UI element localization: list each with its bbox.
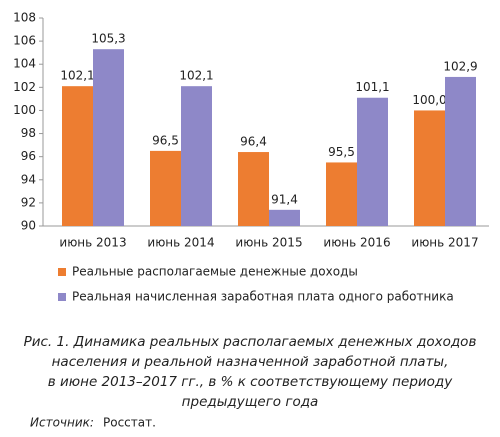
bar xyxy=(414,110,445,226)
bar xyxy=(326,162,357,226)
y-tick-label: 92 xyxy=(21,195,36,209)
source-value: Росстат. xyxy=(103,416,156,430)
value-label: 101,1 xyxy=(355,80,389,94)
caption-line: предыдущего года xyxy=(182,394,319,410)
legend-label: Реальные располагаемые денежные доходы xyxy=(72,265,358,279)
bar xyxy=(269,209,300,226)
y-tick-label: 94 xyxy=(21,172,36,186)
x-tick-label: июнь 2015 xyxy=(235,236,302,250)
bar xyxy=(150,150,181,226)
caption-line: населения и реальной назначенной заработ… xyxy=(52,354,449,370)
value-label: 102,9 xyxy=(443,59,477,73)
y-tick-label: 96 xyxy=(21,149,36,163)
x-tick-label: июнь 2016 xyxy=(323,236,390,250)
caption-line: в июне 2013–2017 гг., в % к соответствую… xyxy=(48,374,454,390)
legend-swatch xyxy=(58,293,66,301)
y-tick-label: 104 xyxy=(13,57,36,71)
legend-swatch xyxy=(58,268,66,276)
x-tick-label: июнь 2014 xyxy=(147,236,214,250)
y-tick-label: 108 xyxy=(13,11,36,25)
bar xyxy=(181,86,212,226)
bar xyxy=(445,76,476,226)
bar xyxy=(93,49,124,227)
y-tick-label: 102 xyxy=(13,80,36,94)
source-label: Источник: xyxy=(30,416,94,430)
x-tick-label: июнь 2017 xyxy=(411,236,478,250)
value-label: 95,5 xyxy=(328,145,355,159)
bar xyxy=(357,97,388,226)
bar xyxy=(238,152,269,226)
value-label: 91,4 xyxy=(271,192,298,206)
value-label: 102,1 xyxy=(60,69,94,83)
legend-label: Реальная начисленная заработная плата од… xyxy=(72,290,454,304)
value-label: 102,1 xyxy=(179,69,213,83)
y-tick-label: 100 xyxy=(13,103,36,117)
y-tick-label: 98 xyxy=(21,126,36,140)
bar xyxy=(62,86,93,226)
x-tick-label: июнь 2013 xyxy=(59,236,126,250)
value-label: 100,0 xyxy=(412,93,446,107)
value-label: 96,4 xyxy=(240,135,267,149)
y-tick-label: 90 xyxy=(21,219,36,233)
value-label: 96,5 xyxy=(152,133,179,147)
caption-line: Рис. 1. Динамика реальных располагаемых … xyxy=(24,334,477,350)
value-label: 105,3 xyxy=(91,32,125,46)
y-tick-label: 106 xyxy=(13,34,36,48)
